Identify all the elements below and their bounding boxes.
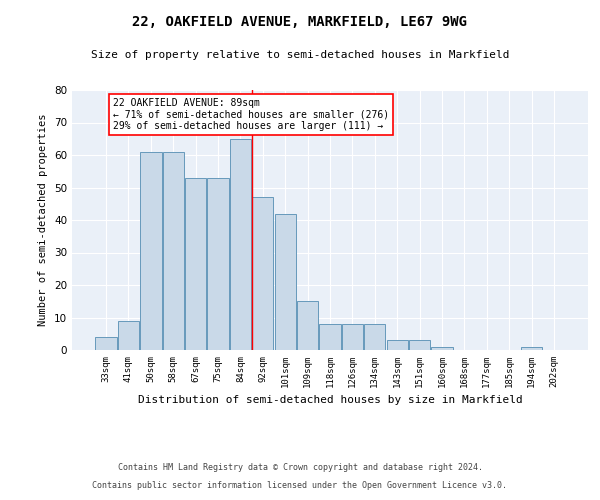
Text: Contains public sector information licensed under the Open Government Licence v3: Contains public sector information licen… bbox=[92, 481, 508, 490]
Bar bbox=[230, 138, 251, 350]
Bar bbox=[95, 337, 117, 350]
X-axis label: Distribution of semi-detached houses by size in Markfield: Distribution of semi-detached houses by … bbox=[137, 396, 523, 406]
Text: Contains HM Land Registry data © Crown copyright and database right 2024.: Contains HM Land Registry data © Crown c… bbox=[118, 464, 482, 472]
Y-axis label: Number of semi-detached properties: Number of semi-detached properties bbox=[38, 114, 49, 326]
Bar bbox=[163, 152, 184, 350]
Bar bbox=[208, 178, 229, 350]
Bar bbox=[185, 178, 206, 350]
Bar bbox=[409, 340, 430, 350]
Bar bbox=[118, 321, 139, 350]
Text: 22, OAKFIELD AVENUE, MARKFIELD, LE67 9WG: 22, OAKFIELD AVENUE, MARKFIELD, LE67 9WG bbox=[133, 15, 467, 29]
Text: Size of property relative to semi-detached houses in Markfield: Size of property relative to semi-detach… bbox=[91, 50, 509, 60]
Bar bbox=[252, 197, 274, 350]
Bar bbox=[431, 347, 452, 350]
Bar bbox=[319, 324, 341, 350]
Bar bbox=[364, 324, 385, 350]
Bar bbox=[297, 301, 318, 350]
Bar bbox=[275, 214, 296, 350]
Text: 22 OAKFIELD AVENUE: 89sqm
← 71% of semi-detached houses are smaller (276)
29% of: 22 OAKFIELD AVENUE: 89sqm ← 71% of semi-… bbox=[113, 98, 389, 132]
Bar bbox=[521, 347, 542, 350]
Bar bbox=[386, 340, 408, 350]
Bar bbox=[342, 324, 363, 350]
Bar bbox=[140, 152, 161, 350]
